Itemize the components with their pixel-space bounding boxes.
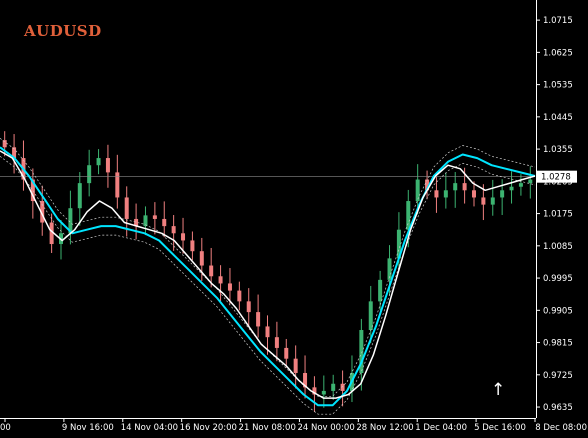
candle-body [293,358,298,374]
candle-body [284,347,289,359]
candle-body [227,283,232,291]
candle-body [40,201,45,223]
y-tick-label: 1.0715 [543,16,573,26]
candle-body [340,383,345,391]
y-tick-label: 0.9905 [543,306,573,316]
x-tick-label: 00 [0,423,11,433]
candle-body [509,186,514,191]
y-tick-label: 0.9725 [543,371,573,381]
candle-body [77,183,82,209]
candle-body [209,265,214,277]
candle-body [181,233,186,241]
y-tick-label: 0.9815 [543,339,573,349]
x-tick-label: 1 Dec 04:00 [415,423,467,433]
candle-body [162,218,167,227]
x-tick-label: 24 Nov 00:00 [297,423,354,433]
candle-body [218,276,223,284]
candle-body [2,140,7,148]
candle-body [415,179,420,202]
x-tick-label: 14 Nov 04:00 [121,423,178,433]
candle-body [303,373,308,388]
candle-body [528,179,533,184]
candle-body [387,258,392,280]
candle-body [500,190,505,198]
candle-body [406,201,411,230]
current-price-box [537,170,577,183]
candle-body [115,172,120,198]
lower-envelope-line [0,156,536,415]
candle-body [30,179,35,202]
candle-body [68,208,73,234]
indicator-lines [0,138,536,415]
candle-body [190,240,195,252]
y-tick-label: 1.0085 [543,242,573,252]
candlesticks [2,131,533,413]
y-tick-label: 1.0175 [543,210,573,220]
candle-body [425,179,430,191]
candle-body [152,215,157,219]
candle-body [199,251,204,266]
x-tick-label: 21 Nov 08:00 [239,423,296,433]
candle-body [265,326,270,338]
candle-body [434,190,439,198]
candle-body [87,165,92,184]
candle-body [171,226,176,234]
fast-ma-line [0,150,536,399]
candle-body [246,301,251,313]
y-tick-label: 1.0445 [543,113,573,123]
candle-body [312,387,317,395]
x-tick-label: 9 Nov 16:00 [62,423,114,433]
x-tick-label: 16 Nov 20:00 [180,423,237,433]
candle-body [96,158,101,166]
candle-body [331,383,336,391]
x-tick-label: 28 Nov 12:00 [356,423,413,433]
candle-body [143,215,148,227]
x-tick-label: 8 Dec 08:00 [535,423,587,433]
candle-body [462,183,467,191]
x-axis-ticks: 00 9 Nov 16:00 14 Nov 04:00 16 Nov 20:00 21 … [0,418,587,433]
candle-body [471,190,476,198]
candle-body [134,218,139,227]
candle-body [453,183,458,191]
slow-ma-line [0,146,536,407]
symbol-title: AUDUSD [24,22,102,40]
candle-body [490,197,495,205]
candle-body [443,190,448,198]
candle-body [274,337,279,348]
candle-body [105,158,110,173]
x-tick-label: 5 Dec 16:00 [474,423,526,433]
y-tick-label: 0.9995 [543,274,573,284]
candle-body [321,390,326,395]
candle-body [518,183,523,187]
current-price-label: 1.0278 [537,170,577,183]
candle-body [256,312,261,327]
y-tick-label: 1.0535 [543,81,573,91]
y-tick-label: 0.9635 [543,403,573,413]
candle-body [237,290,242,302]
y-tick-label: 1.0625 [543,48,573,58]
candle-body [12,147,17,159]
y-tick-label: 1.0355 [543,145,573,155]
candle-body [124,197,129,219]
candle-body [368,301,373,331]
candle-body [49,222,54,245]
scroll-up-arrow-icon[interactable]: ↑ [491,380,506,400]
candle-body [378,279,383,302]
candle-body [396,229,401,259]
candle-body [481,197,486,205]
candle-body [359,330,364,374]
current-price-text: 1.0278 [541,173,571,183]
